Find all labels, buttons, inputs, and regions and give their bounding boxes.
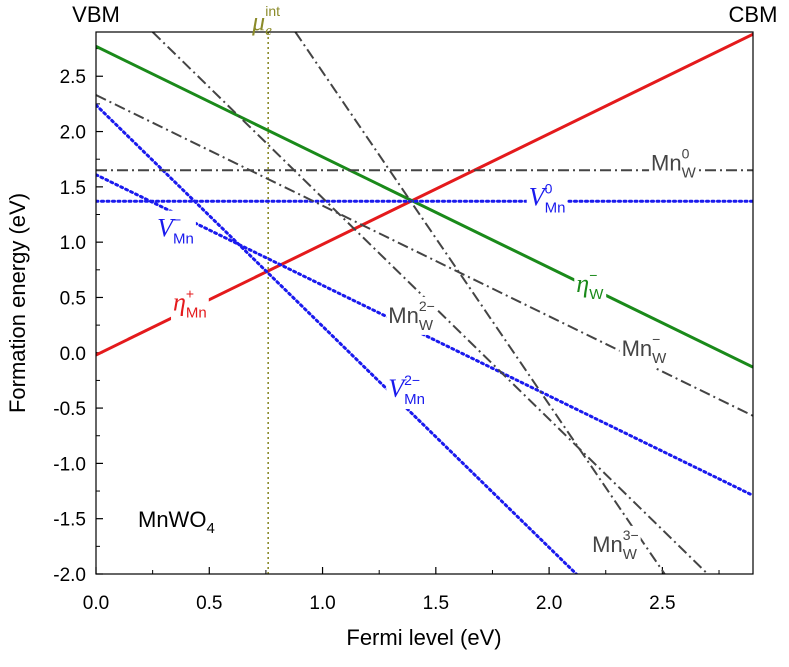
label-mn-w-3minus: Mn3− W (592, 527, 639, 563)
label-mn-w-2minus-sub: W (419, 317, 434, 334)
label-v-mn-0-base: V (529, 183, 548, 212)
label-eta-w-bg (574, 265, 607, 304)
series-line-v-mn-2minus (96, 103, 578, 574)
y-tick-label: -1.5 (53, 510, 86, 531)
material-sub: 4 (206, 520, 214, 537)
cbm-label: CBM (729, 2, 778, 27)
y-tick-label: 2.0 (60, 123, 86, 144)
fermi-marker-sup: int (265, 3, 280, 19)
label-v-mn-minus-sub: Mn (173, 231, 194, 248)
x-tick-label: 0.5 (196, 593, 222, 614)
x-tick-label: 0.0 (83, 593, 109, 614)
label-v-mn-0: V0 Mn (529, 181, 566, 217)
label-mn-w-minus-base: Mn (622, 336, 653, 361)
plot-frame (95, 31, 754, 575)
series-line-eta-w-minus (96, 45, 753, 369)
label-mn-w-minus: Mn− W (622, 331, 668, 367)
y-tick-label: 2.5 (60, 67, 86, 88)
y-tick-label: -0.5 (53, 399, 86, 420)
label-eta-w-sub: W (589, 286, 604, 303)
fermi-marker-label: μint e (251, 3, 280, 39)
label-mn-w-3minus-bg (590, 525, 641, 564)
x-tick-label: 1.0 (309, 593, 335, 614)
label-mn-w-2minus-base: Mn (388, 303, 419, 328)
label-v-mn-0-bg (526, 179, 568, 218)
label-mn-w-minus-sub: W (652, 350, 667, 367)
label-v-mn-minus: V− Mn (157, 212, 194, 248)
label-v-mn-2minus-sup: 2− (404, 372, 420, 388)
label-mn-w-3minus-sub: W (623, 546, 638, 563)
label-eta-mn-sub: Mn (186, 305, 207, 322)
label-v-mn-minus-bg (155, 210, 196, 249)
label-eta-mn-bg (171, 284, 209, 323)
label-mn-w-3minus-sup: 3− (623, 527, 639, 543)
label-v-mn-2minus-bg (386, 371, 427, 410)
label-v-mn-minus-sup: − (173, 212, 181, 228)
material-label: MnWO4 (138, 507, 215, 537)
label-v-mn-2minus: V2− Mn (388, 372, 425, 408)
label-eta-mn: η+ Mn (173, 286, 207, 322)
x-tick-label: 1.5 (423, 593, 449, 614)
series-line-mn-w-3minus (294, 32, 666, 574)
y-tick-label: 0.0 (60, 344, 86, 365)
label-mn-w-0-base: Mn (651, 150, 682, 175)
label-mn-w-3minus-base: Mn (592, 532, 623, 557)
label-eta-w-sup: − (589, 267, 597, 283)
y-tick-label: -2.0 (53, 565, 86, 586)
material-main: MnWO (138, 507, 206, 532)
vbm-label: VBM (72, 2, 120, 27)
label-mn-w-2minus-bg (386, 296, 437, 335)
label-v-mn-2minus-base: V (388, 374, 407, 403)
label-v-mn-minus-base: V (157, 214, 176, 243)
x-tick-label: 2.0 (536, 593, 562, 614)
label-v-mn-0-sup: 0 (545, 181, 553, 197)
label-eta-w-base: η (576, 269, 589, 298)
label-mn-w-2minus: Mn2− W (388, 298, 435, 334)
label-v-mn-0-sub: Mn (545, 200, 566, 217)
label-eta-mn-sup: + (186, 286, 194, 302)
label-mn-w-minus-sup: − (652, 331, 660, 347)
label-mn-w-0-sup: 0 (682, 145, 690, 161)
fermi-marker-sub: e (265, 23, 272, 39)
label-mn-w-0: Mn0 W (651, 145, 697, 181)
x-axis-label: Fermi level (eV) (346, 625, 501, 650)
label-eta-w: η− W (576, 267, 604, 303)
fermi-marker-base: μ (251, 7, 265, 36)
label-mn-w-0-sub: W (682, 164, 697, 181)
x-tick-label: 2.5 (649, 593, 675, 614)
label-eta-mn-base: η (173, 288, 186, 317)
y-tick-label: 0.5 (60, 288, 86, 309)
label-mn-w-minus-bg (619, 330, 670, 369)
y-tick-label: 1.0 (60, 233, 86, 254)
series-line-v-mn-minus (96, 173, 753, 497)
y-tick-label: 1.5 (60, 178, 86, 199)
y-axis-label: Formation energy (eV) (5, 193, 30, 413)
y-tick-label: -1.0 (53, 454, 86, 475)
label-v-mn-2minus-sub: Mn (404, 391, 425, 408)
label-mn-w-2minus-sup: 2− (419, 298, 435, 314)
label-mn-w-0-bg (649, 144, 699, 183)
